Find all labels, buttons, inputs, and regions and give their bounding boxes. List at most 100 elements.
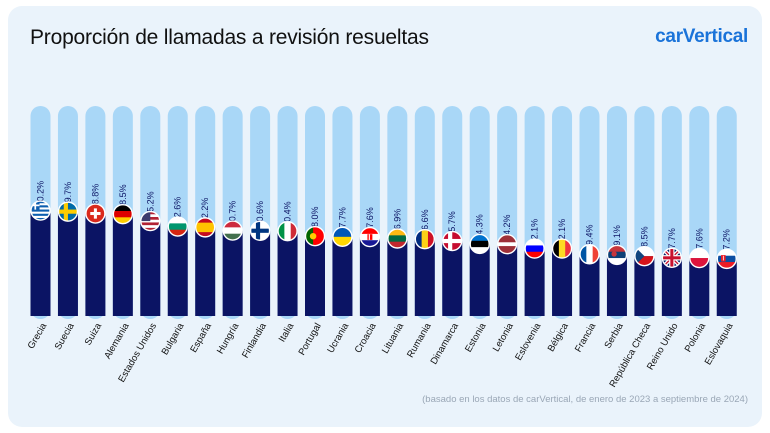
poland-flag-icon <box>689 247 710 269</box>
category-label: Dinamarca <box>429 321 462 367</box>
bar <box>85 213 106 316</box>
bar <box>524 248 545 316</box>
category-label: Eslovenia <box>513 321 543 363</box>
finland-flag-icon <box>249 220 271 241</box>
data-label: 28.5% <box>639 226 649 252</box>
data-label: 49.7% <box>63 182 73 208</box>
bar-group: 34.3% Estonia <box>463 106 490 354</box>
data-label: 34.2% <box>502 214 512 240</box>
romania-flag-icon <box>414 228 435 250</box>
italy-flag-icon <box>277 220 298 242</box>
bar-group: 49.7% Suecia <box>53 106 79 352</box>
sweden-flag-icon <box>57 201 79 222</box>
category-label: Suiza <box>83 321 105 348</box>
uk-flag-icon <box>661 247 683 269</box>
data-label: 32.1% <box>557 219 567 245</box>
category-label: Hungría <box>215 321 242 356</box>
bar <box>305 236 325 316</box>
bar-group: 36.9% Lituania <box>380 106 408 356</box>
data-label: 42.6% <box>173 197 183 223</box>
slovakia-flag-icon <box>716 248 737 270</box>
switzerland-flag-icon <box>85 203 106 224</box>
france-flag-icon <box>579 244 600 265</box>
bar <box>689 258 710 316</box>
category-label: Portugal <box>297 321 324 357</box>
data-label: 40.7% <box>228 201 238 227</box>
data-label: 48.8% <box>90 184 100 210</box>
category-label: Alemania <box>102 321 132 361</box>
data-label: 34.3% <box>475 214 485 240</box>
data-label: 38.0% <box>310 206 320 232</box>
category-label: Croacia <box>353 321 379 355</box>
data-label: 40.6% <box>255 201 265 227</box>
brand-logo: carVertical <box>655 26 748 47</box>
data-label: 42.2% <box>200 198 210 224</box>
bar <box>634 256 655 316</box>
data-label: 45.2% <box>145 191 155 217</box>
bar-group: 42.6% Bulgaria <box>160 106 188 357</box>
croatia-flag-icon <box>359 226 381 248</box>
bar-group: 37.6% Croacia <box>353 106 381 355</box>
bar <box>57 211 78 316</box>
data-label: 27.6% <box>694 228 704 254</box>
bar-group: 40.7% Hungría <box>215 106 243 356</box>
bar-group: 34.2% Letonia <box>491 106 518 354</box>
bar <box>140 221 161 316</box>
category-label: Bélgica <box>546 321 571 354</box>
category-label: España <box>188 321 214 355</box>
bar <box>222 230 243 316</box>
bar-group: 29.4% Francia <box>573 106 600 354</box>
category-label: Finlandia <box>240 321 269 361</box>
category-label: Francia <box>573 321 599 355</box>
bar <box>195 227 216 316</box>
category-label: Ucrania <box>325 321 351 355</box>
data-label: 32.1% <box>530 219 540 245</box>
category-label: Lituania <box>380 321 407 356</box>
category-label: Rumania <box>405 321 434 360</box>
lithuania-flag-icon <box>387 228 408 249</box>
slovenia-flag-icon <box>524 238 545 259</box>
bar <box>250 230 271 316</box>
category-label: Estonia <box>463 321 489 355</box>
data-label: 37.7% <box>337 207 347 233</box>
bar <box>414 239 435 316</box>
bar-group: 48.5% Alemania <box>102 106 134 361</box>
data-label: 27.2% <box>722 229 732 255</box>
bar <box>661 257 682 316</box>
usa-flag-icon <box>140 210 161 232</box>
bar <box>716 258 737 316</box>
bar-group: 50.2% Grecia <box>26 106 51 351</box>
bar-group: 29.1% Serbia <box>602 106 628 351</box>
data-label: 37.6% <box>365 207 375 233</box>
data-label: 35.7% <box>447 211 457 237</box>
bar-group: 40.6% Finlandia <box>240 106 271 361</box>
serbia-flag-icon <box>606 244 628 266</box>
bar <box>277 231 298 316</box>
latvia-flag-icon <box>496 233 518 255</box>
bar <box>359 237 380 316</box>
category-label: Polonia <box>683 321 709 355</box>
footnote: (basado en los datos de carVertical, de … <box>422 394 748 405</box>
czechia-flag-icon <box>634 245 655 267</box>
data-label: 48.5% <box>118 184 128 210</box>
bar-group: 32.1% Eslovenia <box>513 106 545 363</box>
bar-group: 48.8% Suiza <box>83 106 106 347</box>
bar <box>112 214 133 316</box>
category-label: Serbia <box>602 321 626 351</box>
hungary-flag-icon <box>222 220 243 241</box>
bar <box>30 210 51 316</box>
bar <box>552 248 573 316</box>
bar <box>606 254 627 316</box>
category-label: Grecia <box>26 321 50 351</box>
bar <box>469 243 490 316</box>
ukraine-flag-icon <box>332 226 353 248</box>
portugal-flag-icon <box>304 225 326 247</box>
bar <box>387 238 408 316</box>
bar <box>579 254 600 316</box>
greece-flag-icon <box>30 200 51 221</box>
bulgaria-flag-icon <box>167 216 188 237</box>
bar <box>442 241 463 316</box>
bar-group: 38.0% Portugal <box>297 106 326 357</box>
bar <box>497 244 518 316</box>
